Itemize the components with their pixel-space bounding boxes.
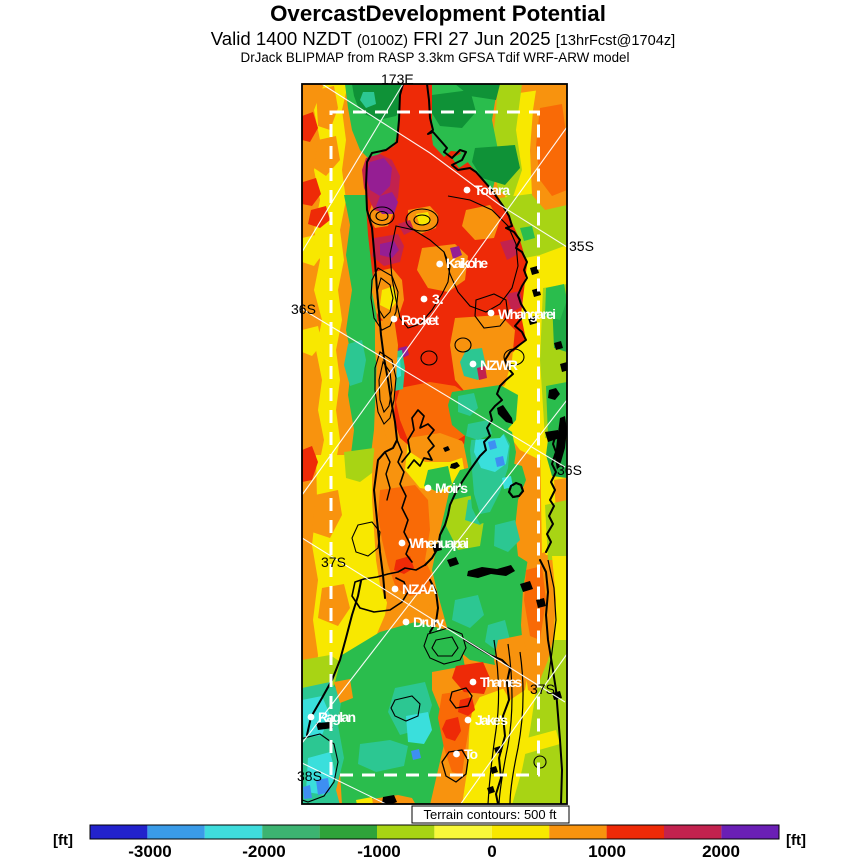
svg-text:Raglan: Raglan: [318, 709, 356, 725]
svg-text:Moir's: Moir's: [435, 480, 468, 496]
svg-text:2000: 2000: [702, 842, 740, 860]
svg-text:To: To: [464, 746, 478, 762]
svg-text:173E: 173E: [381, 71, 414, 87]
svg-text:1000: 1000: [588, 842, 626, 860]
svg-text:37S: 37S: [530, 681, 555, 697]
svg-text:36S: 36S: [291, 301, 316, 317]
svg-text:38S: 38S: [297, 768, 322, 784]
svg-text:0: 0: [487, 842, 496, 860]
svg-text:Jake's: Jake's: [475, 712, 508, 728]
svg-text:NZWR: NZWR: [480, 357, 518, 373]
svg-text:Whangarei: Whangarei: [498, 306, 556, 322]
svg-text:Terrain contours: 500 ft: Terrain contours: 500 ft: [424, 807, 557, 822]
svg-text:NZAA: NZAA: [402, 581, 437, 597]
svg-text:-1000: -1000: [357, 842, 400, 860]
svg-text:-2000: -2000: [242, 842, 285, 860]
svg-text:Kaikohe: Kaikohe: [446, 255, 488, 271]
svg-text:[ft]: [ft]: [53, 832, 73, 849]
svg-text:Drury: Drury: [413, 614, 444, 630]
svg-text:Totara: Totara: [474, 182, 510, 198]
svg-text:37S: 37S: [321, 554, 346, 570]
svg-text:-3000: -3000: [128, 842, 171, 860]
svg-text:36S: 36S: [557, 462, 582, 478]
svg-text:3.: 3.: [432, 291, 444, 307]
svg-text:Rocket: Rocket: [401, 312, 439, 328]
svg-text:35S: 35S: [569, 238, 594, 254]
svg-text:[ft]: [ft]: [786, 832, 806, 849]
svg-text:Thames: Thames: [480, 674, 522, 690]
svg-text:Whenuapai: Whenuapai: [409, 535, 469, 551]
